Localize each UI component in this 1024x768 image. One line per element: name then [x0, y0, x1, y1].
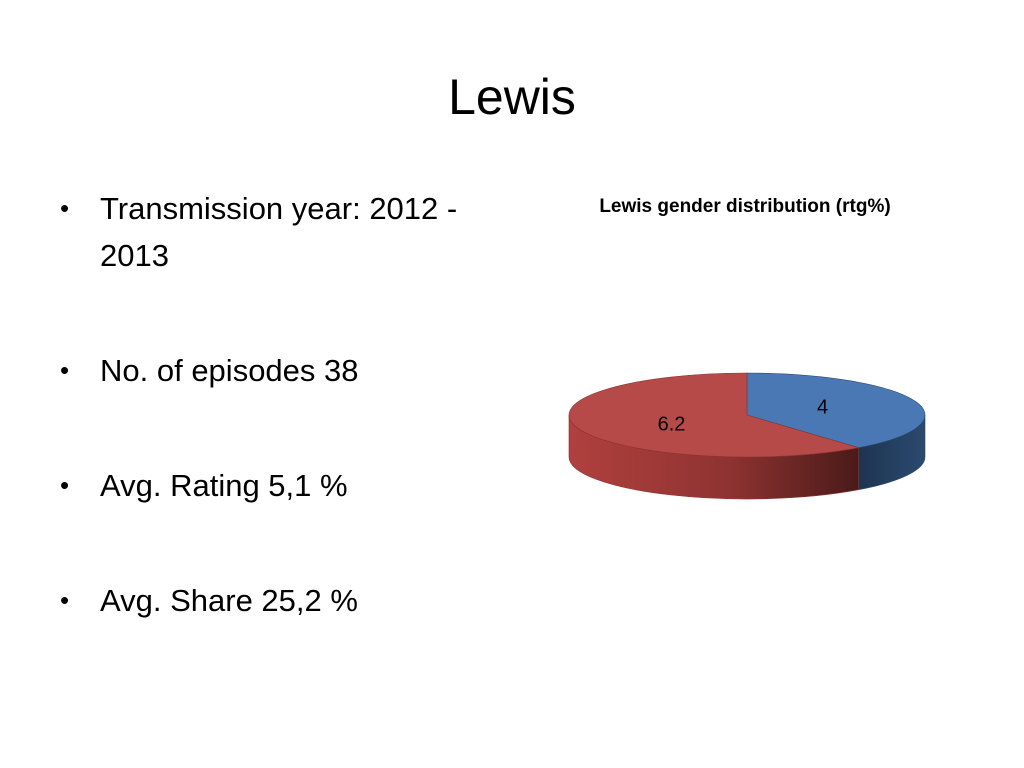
- bullet-avg-share: • Avg. Share 25,2 %: [60, 577, 520, 624]
- pie-chart: 46.2: [568, 372, 926, 500]
- bullet-transmission-year: • Transmission year: 2012 - 2013: [60, 185, 520, 279]
- bullet-dot-icon: •: [60, 355, 70, 385]
- bullet-list: • Transmission year: 2012 - 2013 • No. o…: [60, 185, 520, 692]
- bullet-avg-rating: • Avg. Rating 5,1 %: [60, 462, 520, 509]
- pie-slice-0: [746, 372, 926, 449]
- slide-title: Lewis: [448, 69, 576, 125]
- bullet-text: Avg. Rating 5,1 %: [100, 468, 348, 503]
- pie-top-layer: [568, 372, 926, 458]
- bullet-text: Avg. Share 25,2 %: [100, 583, 358, 618]
- pie-data-label-0: 4: [817, 397, 828, 419]
- pie-slice-1: [568, 372, 859, 458]
- bullet-text: No. of episodes 38: [100, 353, 359, 388]
- chart-title: Lewis gender distribution (rtg%): [599, 196, 891, 217]
- bullet-dot-icon: •: [60, 470, 70, 500]
- pie-data-label-1: 6.2: [658, 413, 686, 435]
- bullet-episodes: • No. of episodes 38: [60, 347, 520, 394]
- pie-label-layer: 46.2: [658, 397, 828, 436]
- bullet-dot-icon: •: [60, 193, 70, 223]
- pie-side-layer: [568, 414, 926, 500]
- bullet-text: Transmission year: 2012 - 2013: [100, 191, 458, 273]
- bullet-dot-icon: •: [60, 585, 70, 615]
